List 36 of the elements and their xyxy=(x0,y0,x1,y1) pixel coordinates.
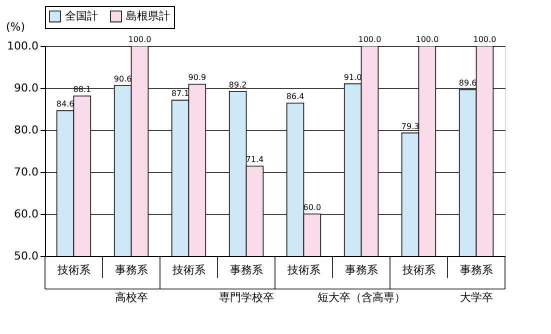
y-tick-label: 100.0 xyxy=(7,40,38,52)
data-label: 87.1 xyxy=(171,89,190,98)
x-tick-label: 事務系 xyxy=(114,264,148,276)
data-label: 84.6 xyxy=(56,100,74,109)
y-tick-label: 90.0 xyxy=(14,82,38,94)
data-label: 100.0 xyxy=(473,35,496,44)
text: 高校卒 xyxy=(114,291,148,304)
data-label: 91.0 xyxy=(344,72,362,82)
data-label: 89.2 xyxy=(228,80,247,90)
x-tick-label: 技術系 xyxy=(401,264,436,276)
data-label: 86.4 xyxy=(286,92,304,102)
data-label: 90.9 xyxy=(188,73,206,82)
text: 短大卒（含高専） xyxy=(317,291,406,304)
data-label: 79.3 xyxy=(401,122,420,131)
text: 大学卒 xyxy=(460,291,493,304)
y-axis-title: (%) xyxy=(6,20,26,34)
x-tick-label: 事務系 xyxy=(344,264,378,276)
data-label: 71.4 xyxy=(246,155,264,164)
data-label: 100.0 xyxy=(128,35,152,44)
x-tick-label: 技術系 xyxy=(286,264,320,276)
y-tick-label: 80.0 xyxy=(14,124,38,136)
data-label: 89.6 xyxy=(458,78,477,88)
x-tick-label: 事務系 xyxy=(460,264,493,276)
data-label: 90.6 xyxy=(114,74,132,84)
text: 専門学校卒 xyxy=(218,291,274,304)
x-tick-label: 技術系 xyxy=(171,264,206,276)
legend-label: 全国計 xyxy=(65,9,98,22)
x-tick-label: 事務系 xyxy=(230,264,263,276)
y-tick-label: 60.0 xyxy=(14,208,38,220)
legend-label: 島根県計 xyxy=(126,9,170,22)
data-label: 100.0 xyxy=(358,35,382,44)
data-label: 100.0 xyxy=(416,35,439,44)
x-tick-label: 技術系 xyxy=(56,264,90,276)
data-label: 60.0 xyxy=(303,203,322,212)
y-tick-label: 50.0 xyxy=(14,250,38,262)
y-tick-label: 70.0 xyxy=(14,166,38,178)
